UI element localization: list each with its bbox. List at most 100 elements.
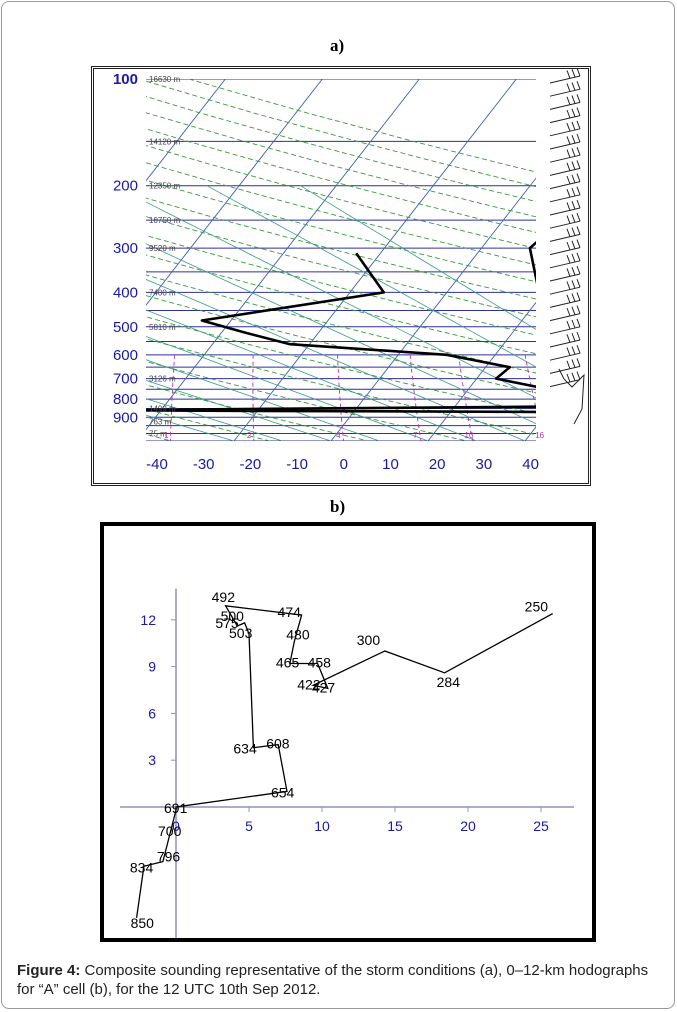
- barb-flag: [566, 70, 571, 79]
- temperature-tick-label: 0: [340, 456, 348, 473]
- hodo-y-tick-label: 9: [148, 659, 156, 675]
- hodo-point-label: 500: [221, 608, 245, 624]
- barb-flag: [571, 240, 576, 249]
- barb-shaft: [549, 88, 581, 97]
- barb-shaft: [549, 326, 581, 335]
- pressure-tick-label: 200: [113, 178, 138, 195]
- barb-flag: [571, 69, 576, 78]
- wind-barb: [549, 239, 581, 256]
- barb-flag: [576, 199, 581, 209]
- barb-flag: [566, 268, 571, 277]
- barb-flag: [571, 187, 576, 197]
- hodo-x-tick-label: 20: [460, 818, 476, 834]
- wind-barb: [549, 292, 581, 308]
- wind-barb: [549, 160, 581, 176]
- barb-flag: [571, 346, 576, 355]
- barb-flag: [571, 306, 576, 315]
- moist-adiabat-line: [146, 201, 536, 399]
- barb-flag: [571, 293, 576, 302]
- wind-barb: [549, 81, 581, 97]
- barb-flag: [576, 160, 581, 169]
- hodo-point-label: 700: [158, 823, 182, 839]
- wind-barb: [549, 345, 581, 361]
- barb-flag: [571, 148, 576, 157]
- hodo-point-label: 634: [233, 741, 257, 757]
- barb-flag: [576, 265, 581, 275]
- temperature-tick-label: -40: [146, 456, 168, 473]
- barb-flag: [576, 331, 581, 341]
- wind-barb: [549, 133, 581, 150]
- barb-shaft: [549, 115, 581, 124]
- hodo-point-label: 427: [312, 679, 336, 695]
- pressure-tick-label: 500: [113, 319, 138, 336]
- moist-adiabat-line: [146, 309, 477, 441]
- height-label: 10750 m: [149, 216, 180, 225]
- barb-flag: [576, 120, 581, 129]
- mixing-ratio-label: 10: [465, 431, 474, 440]
- figure-caption: Figure 4: Composite sounding representat…: [17, 961, 667, 999]
- mixing-ratio-line: [458, 354, 474, 441]
- isotherm-line: [146, 79, 226, 182]
- moist-adiabat-line: [146, 398, 283, 441]
- wind-barb: [549, 94, 581, 110]
- barb-flag: [566, 373, 571, 383]
- wind-barb: [549, 226, 581, 242]
- barb-flag: [566, 228, 571, 237]
- barb-shaft: [549, 141, 581, 150]
- barb-flag: [571, 82, 576, 91]
- barb-flag: [571, 359, 576, 368]
- dry-adiabat-line: [146, 179, 536, 283]
- wind-barbs: [549, 69, 581, 388]
- pressure-tick-label: 100: [113, 71, 138, 88]
- barb-flag: [571, 174, 576, 183]
- barb-shaft: [549, 233, 581, 242]
- hodo-point-label: 503: [229, 625, 253, 641]
- barb-flag: [571, 280, 576, 289]
- mixing-ratio-line: [170, 354, 176, 441]
- barb-flag: [576, 107, 581, 116]
- hodo-point-label: 850: [131, 915, 155, 931]
- temperature-tick-label: 30: [476, 456, 493, 473]
- hodo-point-label: 458: [308, 654, 332, 670]
- barb-flag: [576, 226, 581, 235]
- barb-flag: [566, 136, 571, 145]
- barb-flag: [571, 227, 576, 236]
- moist-adiabat-line: [206, 185, 536, 368]
- barb-flag: [566, 307, 571, 317]
- dewpoint-profile: [146, 252, 536, 414]
- barb-flag: [566, 215, 571, 224]
- wind-barb: [549, 173, 581, 190]
- hodo-x-tick-label: 25: [533, 818, 549, 834]
- mixing-ratio-label: 7: [413, 431, 418, 440]
- barb-flag: [576, 279, 581, 288]
- isotherm-line: [330, 177, 536, 441]
- skewt-lines: [146, 79, 536, 441]
- barb-flag: [576, 213, 581, 222]
- height-label: 763 m: [149, 417, 172, 426]
- wind-barb: [549, 213, 581, 229]
- hodo-y-tick-label: 12: [140, 612, 156, 628]
- barb-shaft: [549, 339, 581, 348]
- barb-shaft: [549, 194, 581, 203]
- caption-lead: Figure 4:: [17, 962, 81, 979]
- barb-shaft: [549, 75, 581, 84]
- wind-barb: [549, 199, 581, 216]
- mixing-ratio-label: 16: [535, 431, 544, 440]
- barb-shaft: [549, 207, 581, 216]
- isotherm-line: [427, 301, 536, 441]
- wind-barb: [549, 69, 581, 84]
- hodo-point-label: 465: [276, 654, 300, 670]
- pressure-tick-label: 800: [113, 391, 138, 408]
- barb-flag: [576, 371, 581, 380]
- barb-flag: [576, 345, 581, 354]
- barb-flag: [576, 94, 581, 103]
- wind-barb: [549, 120, 581, 137]
- barb-flag: [566, 255, 571, 264]
- barb-flag: [566, 96, 571, 105]
- barb-flag: [571, 161, 576, 170]
- panel-a-label: a): [330, 36, 345, 55]
- barb-shaft: [549, 101, 581, 110]
- barb-flag: [571, 319, 576, 329]
- barb-flag: [571, 333, 576, 342]
